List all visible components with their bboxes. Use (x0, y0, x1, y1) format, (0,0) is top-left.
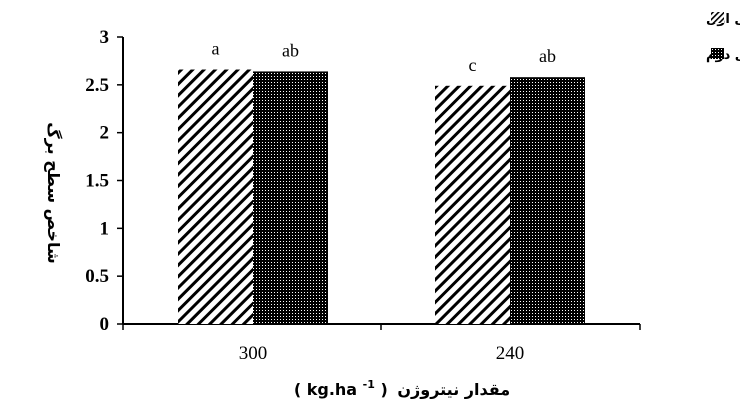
x-axis-title-unit: kg.ha (307, 380, 357, 399)
legend-swatch-first-year (711, 12, 724, 23)
bars: a ab c ab (178, 39, 585, 325)
y-tick-label: 2 (100, 123, 110, 144)
bar-first-year-300 (178, 69, 253, 324)
x-tick-label: 240 (496, 343, 525, 364)
y-tick-label: 1 (100, 218, 110, 239)
x-axis-title: ( kg.ha -1 ) مقدار نیتروژن (294, 373, 510, 399)
x-tick-label: 300 (239, 343, 268, 364)
bar-first-year-240 (435, 85, 510, 324)
bar-second-year-300 (253, 71, 328, 324)
bar-letter-label: a (212, 39, 220, 59)
x-axis-title-text: مقدار نیتروژن (397, 380, 510, 399)
plot-area: 0 0.5 1 1.5 2 2.5 3 a ab c ab 300 240 (85, 27, 641, 364)
bar-letter-label: ab (282, 40, 299, 60)
y-tick-label: 0.5 (85, 266, 109, 287)
x-axis-title-exponent: -1 (363, 378, 375, 391)
y-ticks: 0 0.5 1 1.5 2 2.5 3 (85, 27, 123, 335)
legend-item-first-year: سال اول (706, 12, 740, 27)
x-axis-title-unit-close: ) (380, 380, 387, 399)
legend-swatch-second-year (711, 48, 724, 59)
y-tick-label: 0 (100, 314, 110, 335)
legend: سال اول سال دوم (706, 12, 740, 63)
y-tick-label: 2.5 (85, 75, 109, 96)
x-ticks: 300 240 (122, 324, 641, 364)
bar-letter-label: c (469, 55, 477, 75)
bar-second-year-240 (510, 77, 585, 325)
y-tick-label: 1.5 (85, 171, 109, 192)
legend-item-second-year: سال دوم (706, 48, 740, 63)
y-axis-title: شاخص سطح برگ (44, 122, 63, 263)
bar-letter-label: ab (539, 46, 556, 66)
y-tick-label: 3 (100, 27, 110, 48)
x-axis-title-unit-open: ( (294, 380, 301, 399)
